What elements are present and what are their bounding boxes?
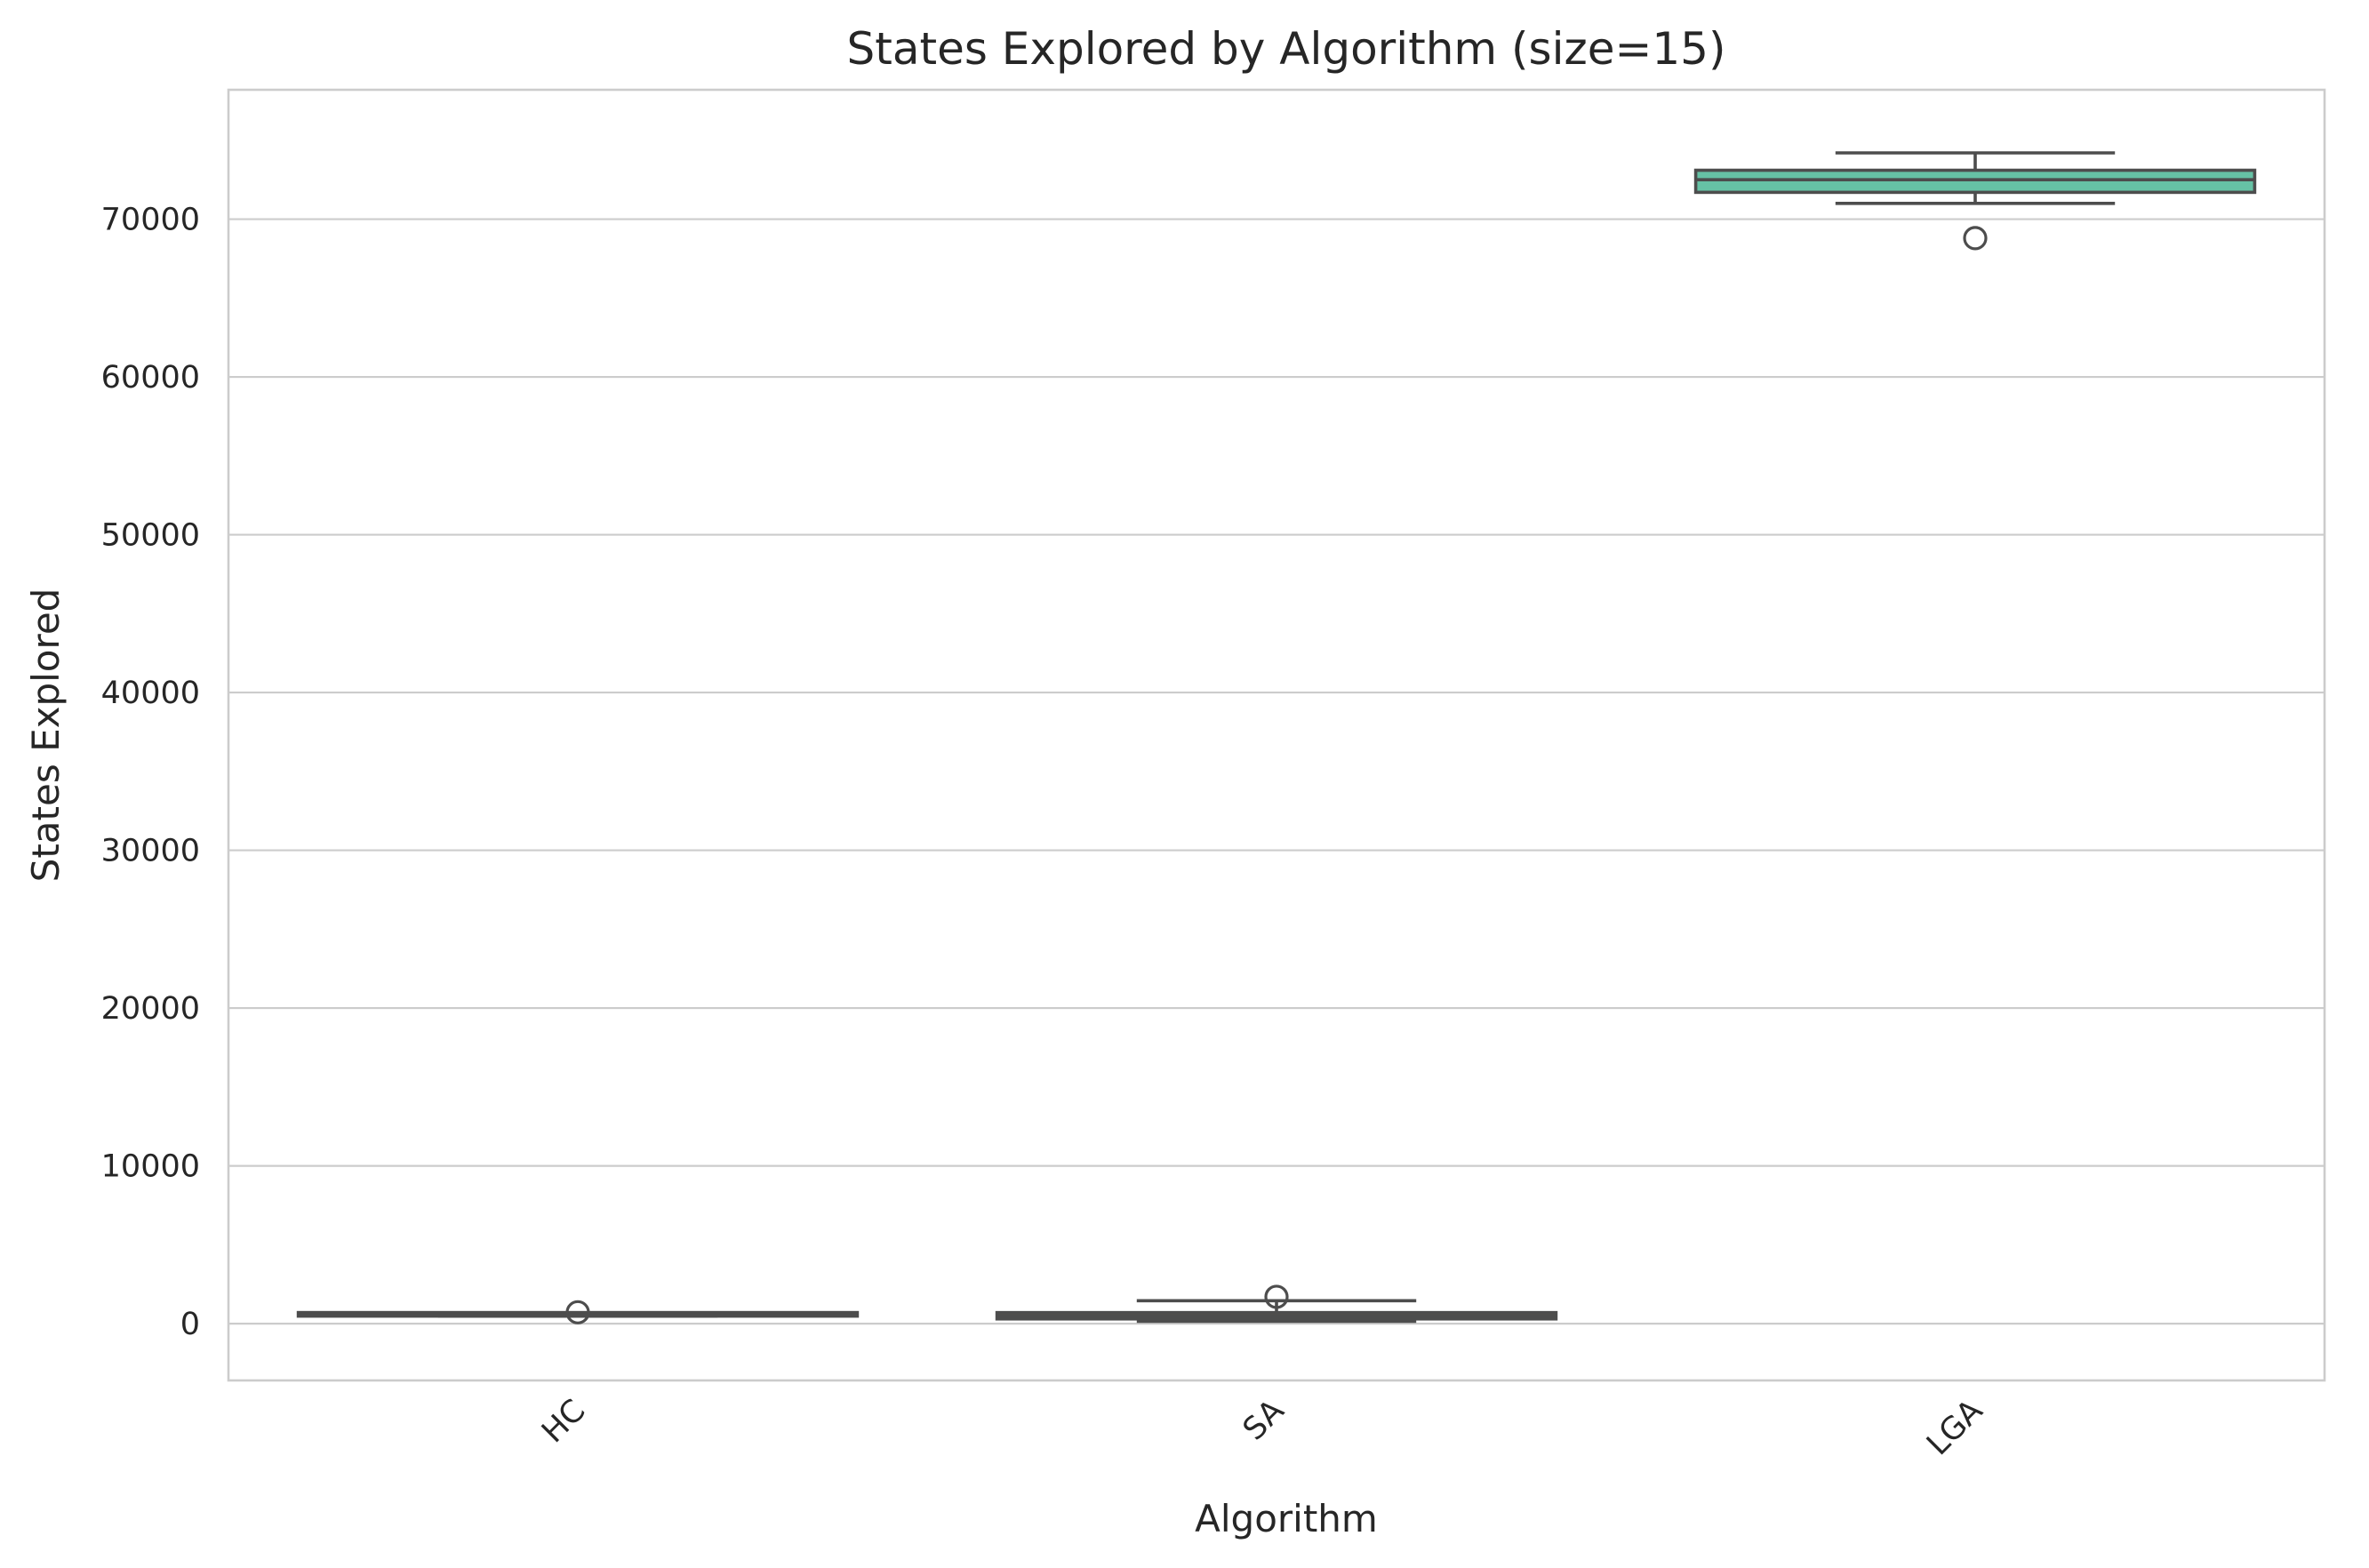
gridlines xyxy=(228,218,2325,1325)
outlier-sa-0 xyxy=(1264,1284,1289,1309)
y-tick-label-20000: 20000 xyxy=(101,991,200,1027)
y-tick-label-60000: 60000 xyxy=(101,360,200,396)
plot-frame xyxy=(227,88,2326,1382)
outlier-lga-0 xyxy=(1963,226,1988,251)
x-tick-label-hc: HC xyxy=(535,1393,592,1450)
outlier-hc-0 xyxy=(565,1300,590,1324)
y-tick-label-70000: 70000 xyxy=(101,203,200,238)
x-tick-label-sa: SA xyxy=(1237,1393,1291,1447)
box-hc xyxy=(296,1300,860,1324)
y-axis-label: States Explored xyxy=(24,588,68,883)
boxes xyxy=(296,151,2257,1324)
x-axis-label: Algorithm xyxy=(1195,1497,1378,1540)
chart-title: States Explored by Algorithm (size=15) xyxy=(846,23,1725,75)
x-tick-labels: HC SA LGA xyxy=(535,1393,1989,1462)
y-tick-label-0: 0 xyxy=(180,1307,200,1342)
box-sa xyxy=(995,1284,1558,1324)
y-tick-labels: 0 10000 20000 30000 40000 50000 60000 70000 xyxy=(101,203,200,1343)
y-tick-label-40000: 40000 xyxy=(101,676,200,711)
box-lga xyxy=(1693,151,2257,251)
y-tick-label-10000: 10000 xyxy=(101,1149,200,1185)
y-tick-label-30000: 30000 xyxy=(101,834,200,869)
y-tick-label-50000: 50000 xyxy=(101,518,200,554)
x-tick-label-lga: LGA xyxy=(1920,1393,1989,1462)
